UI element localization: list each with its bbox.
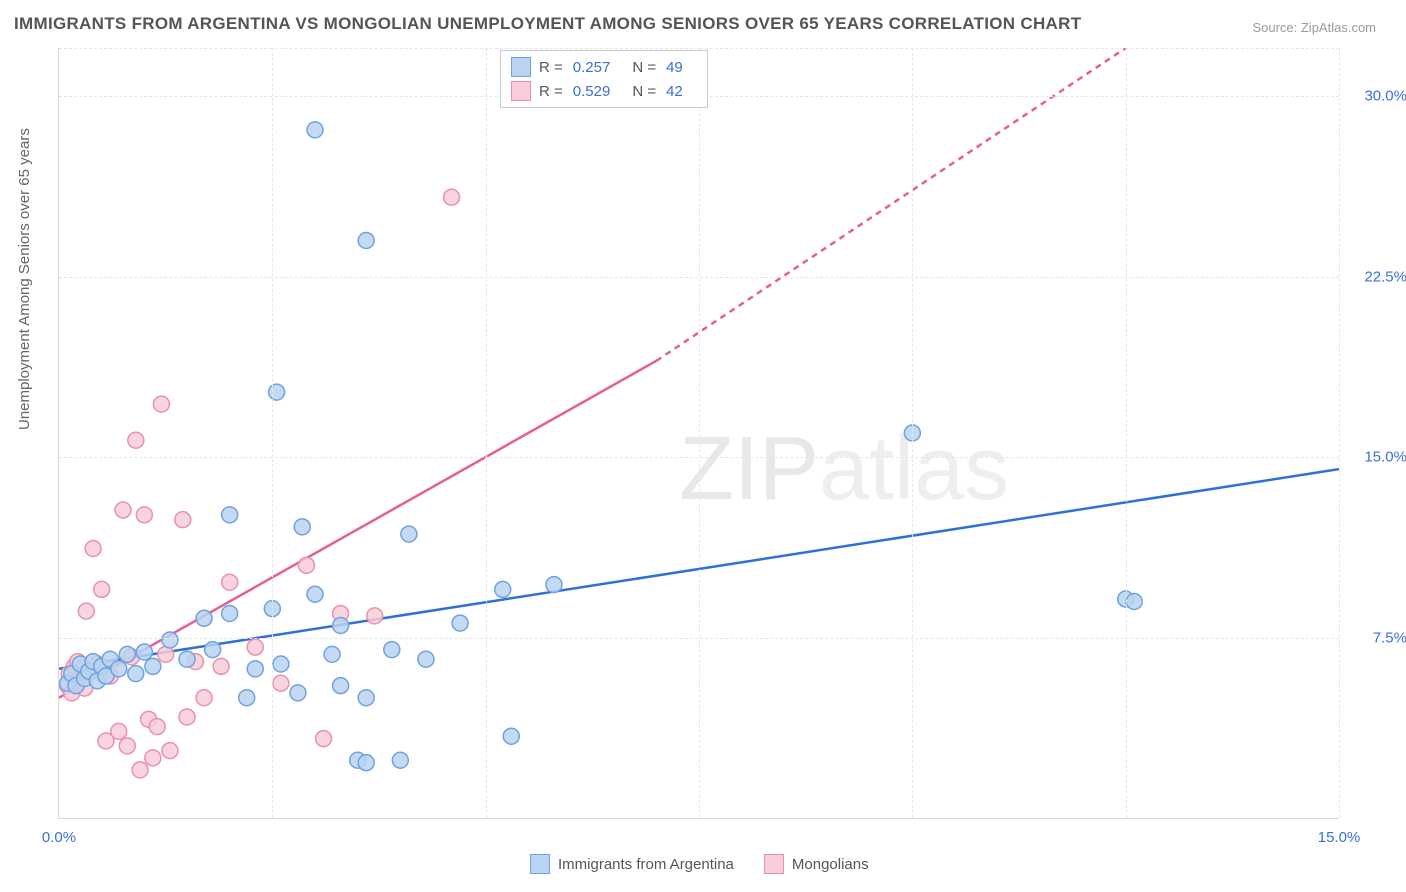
y-tick-label: 7.5% xyxy=(1347,629,1406,646)
y-tick-label: 22.5% xyxy=(1347,268,1406,285)
y-axis-label: Unemployment Among Seniors over 65 years xyxy=(16,128,33,430)
n-value-mongolians: 42 xyxy=(666,83,683,100)
legend-label-mongolians: Mongolians xyxy=(792,856,869,873)
legend-item-mongolians: Mongolians xyxy=(764,854,869,874)
stats-legend: R = 0.257 N = 49 R = 0.529 N = 42 xyxy=(500,50,708,108)
stats-row-argentina: R = 0.257 N = 49 xyxy=(511,55,697,79)
r-label: R = xyxy=(539,59,563,76)
r-value-argentina: 0.257 xyxy=(573,59,611,76)
r-label: R = xyxy=(539,83,563,100)
y-tick-label: 15.0% xyxy=(1347,449,1406,466)
x-tick-label: 0.0% xyxy=(42,829,76,846)
n-label: N = xyxy=(632,83,656,100)
source-label: Source: ZipAtlas.com xyxy=(1252,20,1376,35)
chart-title: IMMIGRANTS FROM ARGENTINA VS MONGOLIAN U… xyxy=(14,14,1081,34)
legend-label-argentina: Immigrants from Argentina xyxy=(558,856,734,873)
legend-item-argentina: Immigrants from Argentina xyxy=(530,854,734,874)
y-tick-label: 30.0% xyxy=(1347,88,1406,105)
swatch-mongolians xyxy=(764,854,784,874)
r-value-mongolians: 0.529 xyxy=(573,83,611,100)
x-tick-label: 15.0% xyxy=(1318,829,1361,846)
swatch-argentina xyxy=(511,57,531,77)
n-label: N = xyxy=(632,59,656,76)
bottom-legend: Immigrants from Argentina Mongolians xyxy=(530,854,869,874)
chart-plot-area: ZIPatlas 7.5%15.0%22.5%30.0%0.0%15.0% xyxy=(58,48,1339,819)
swatch-mongolians xyxy=(511,81,531,101)
stats-row-mongolians: R = 0.529 N = 42 xyxy=(511,79,697,103)
n-value-argentina: 49 xyxy=(666,59,683,76)
swatch-argentina xyxy=(530,854,550,874)
